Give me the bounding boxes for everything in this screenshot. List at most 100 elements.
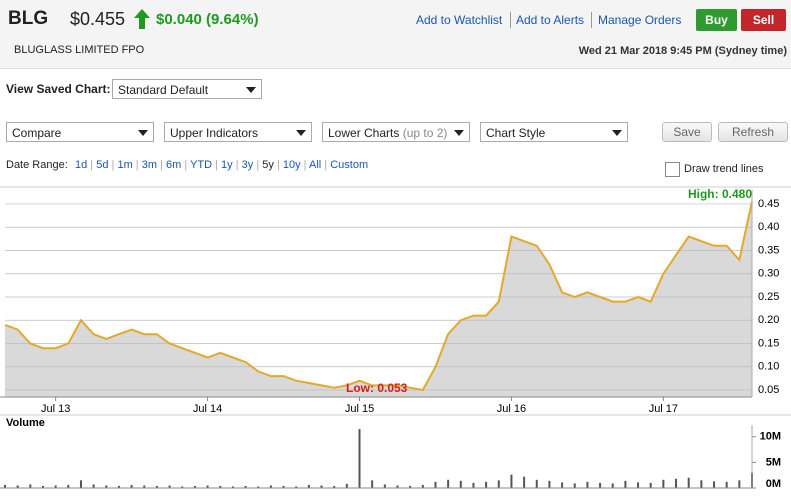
range-link[interactable]: 1y [221,159,233,171]
volume-bar [358,429,361,488]
sell-button[interactable]: Sell [741,9,786,31]
low-label: Low: 0.053 [346,381,408,395]
y-tick-label: 0.20 [758,314,779,326]
separator: | [273,159,283,171]
y-tick-label: 0.45 [758,198,779,210]
volume-bar [611,483,614,488]
volume-bar [295,486,298,488]
select[interactable]: Compare [6,122,154,142]
range-link[interactable]: YTD [190,159,213,171]
volume-bar [79,480,82,488]
separator: | [87,159,97,171]
refresh-button[interactable]: Refresh [718,122,788,142]
volume-bar [105,485,108,488]
select-text: Lower Charts [328,126,400,140]
volume-bar [117,485,120,488]
select-note: (up to 2) [402,126,448,140]
saved-select[interactable]: Standard Default [112,79,262,99]
range-link[interactable]: 3m [141,159,158,171]
separator: | [321,159,331,171]
divider [510,12,511,28]
volume-bar [472,482,475,488]
x-tick-label: Jul 13 [41,403,70,415]
volume-bar [371,480,374,488]
range-link[interactable]: 1m [117,159,133,171]
volume-bar [4,484,6,488]
volume-bar [396,485,399,488]
volume-bar [193,485,196,488]
volume-bar [586,481,589,488]
price: $0.455 [70,9,126,29]
volume-bar [383,484,386,488]
separator: | [157,159,166,171]
volume-bar [459,480,462,488]
volume-bar [561,482,564,488]
volume-bar [307,484,310,488]
volume-bar [333,485,336,488]
range-link[interactable]: 5d [96,159,109,171]
range-link[interactable]: 5y [262,159,274,171]
y-tick-label: 10M [760,431,781,443]
volume-bar [434,481,437,488]
price-line [4,201,753,392]
range-link[interactable]: All [309,159,322,171]
volume-bar [599,482,602,488]
save-button[interactable]: Save [662,122,712,142]
volume-bar [409,485,412,488]
separator: | [253,159,263,171]
range-link[interactable]: 1d [75,159,88,171]
up-arrow [134,9,150,29]
range-link[interactable]: 3y [241,159,254,171]
volume-bar [54,485,57,488]
ticker: BLG [8,8,49,29]
range-link[interactable]: Custom [330,159,369,171]
volume-bar [282,485,285,488]
volume-bar [41,485,44,488]
select[interactable]: Chart Style [480,122,628,142]
separator: | [108,159,118,171]
y-tick-label: 0.40 [758,221,779,233]
area-fill [5,201,752,397]
link[interactable]: Manage Orders [598,13,682,27]
separator: | [181,159,191,171]
volume-bar [231,486,234,488]
y-tick-label: 0.10 [758,361,779,373]
volume-bar [523,476,526,488]
company: BLUGLASS LIMITED FPO [14,44,145,56]
link[interactable]: Add to Alerts [516,13,585,27]
select[interactable]: Lower Charts (up to 2) [322,122,470,142]
volume-bar [675,478,678,488]
volume-bar [687,477,690,488]
x-tick-label: Jul 15 [345,403,374,415]
panel-title: Volume [6,417,45,429]
volume-bar [29,484,32,488]
change: $0.040 (9.64%) [156,11,259,28]
volume-bar [345,483,348,488]
separator: | [132,159,142,171]
x-tick-label: Jul 16 [497,403,526,415]
link[interactable]: Add to Watchlist [416,13,503,27]
checkbox[interactable] [665,162,680,177]
volume-bar [219,485,222,488]
buy-button[interactable]: Buy [696,9,737,31]
volume-bar [168,485,171,488]
volume-bar [497,480,500,488]
volume-bar [421,484,424,488]
volume-bar [485,481,488,488]
y-tick-label: 0M [766,478,781,490]
separator: | [212,159,222,171]
y-tick-label: 0.25 [758,291,779,303]
volume-bar [143,485,146,488]
volume-bar [257,486,260,488]
volume-bar [206,485,209,488]
volume-bar [662,479,665,488]
separator: | [300,159,309,171]
range-link[interactable]: 6m [166,159,182,171]
y-tick-label: 0.15 [758,337,779,349]
select[interactable]: Upper Indicators [164,122,312,142]
range-link[interactable]: 10y [282,159,301,171]
volume-bar [535,479,538,488]
y-tick-label: 5M [766,456,781,468]
volume-bar [130,484,133,488]
